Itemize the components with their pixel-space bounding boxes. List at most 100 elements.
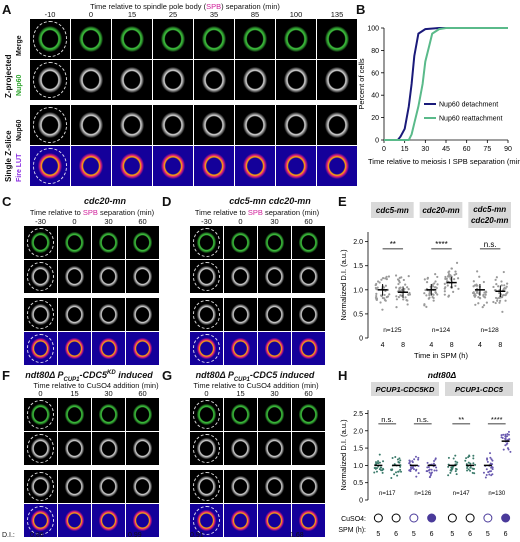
e-point-0-1-23 [402, 298, 405, 301]
h-ylabel: Normalized D.I. (a.u.) [339, 419, 348, 491]
h-point-1-0-25 [449, 471, 452, 474]
e-group-label-1: cdc20-mn [422, 206, 459, 215]
h-sig-1-1: **** [491, 415, 503, 424]
panel-f-image-r2-c1 [58, 470, 91, 503]
panel-d-image-r3-c2 [258, 332, 291, 365]
e-xtick-1-0: 4 [429, 342, 433, 349]
h-point-0-3-25 [433, 469, 436, 472]
b-xtick-label-6: 90 [504, 146, 512, 153]
panel-f-image-r0-c2 [92, 398, 125, 431]
h-point-0-3-14 [428, 476, 431, 479]
panel-f-image-r0-c3 [126, 398, 159, 431]
b-series-line-0 [384, 27, 508, 141]
b-xtick-label-4: 60 [463, 146, 471, 153]
h-point-1-0-23 [455, 468, 458, 471]
h-point-1-1-17 [466, 469, 469, 472]
h-time-1-0: 5 [450, 531, 454, 538]
e-group-header-1 [419, 202, 463, 218]
h-point-0-2-11 [417, 456, 420, 459]
e-n-2: n=128 [481, 327, 500, 334]
panel-g-image-r2-c1 [224, 470, 257, 503]
panel-d-title: cdc5-mn cdc20-mn [229, 196, 311, 206]
h-cuso4-marker-0-3 [427, 513, 437, 523]
e-point-2-0-18 [472, 285, 475, 288]
e-point-1-1-10 [447, 271, 450, 274]
e-point-2-0-34 [472, 291, 475, 294]
panel-f-time-2: 30 [104, 389, 113, 398]
h-cuso4-marker-1-1 [465, 513, 475, 523]
h-time-label: Time in SPM (h): [338, 527, 366, 534]
panel-c-time-1: 0 [72, 217, 77, 226]
panel-f-image-r2-c2 [92, 470, 125, 503]
e-point-0-1-28 [397, 282, 400, 286]
panel-a-row-label-2: Nup60 [16, 119, 23, 141]
e-point-0-1-21 [395, 306, 398, 309]
e-point-1-0-10 [431, 293, 434, 296]
panel-d-image-r2-c2 [258, 298, 291, 331]
h-cuso4-label: CuSO4: [341, 516, 366, 523]
e-point-0-1-38 [407, 293, 410, 296]
h-point-0-2-13 [417, 464, 420, 467]
h-point-0-2-25 [408, 459, 411, 462]
e-point-1-0-37 [428, 290, 431, 293]
h-point-1-2-10 [486, 457, 489, 460]
h-point-0-3-24 [430, 468, 433, 471]
e-ytick-label-1: 0.5 [353, 311, 363, 318]
e-point-0-0-24 [379, 294, 383, 297]
panel-c-title: cdc20-mn [83, 196, 127, 206]
e-point-2-1-36 [498, 291, 501, 295]
panel-f-image-r2-c3 [126, 470, 159, 503]
panel-a-image-r2-c7 [317, 105, 357, 145]
panel-f-image-r3-c1 [58, 504, 91, 537]
h-point-0-0-18 [382, 460, 385, 463]
panel-label-a: A [2, 2, 12, 17]
e-point-2-1-11 [494, 278, 497, 281]
b-xtick-label-1: 15 [401, 146, 409, 153]
h-point-1-1-4 [473, 472, 476, 475]
e-point-1-1-33 [454, 284, 457, 287]
e-point-0-1-3 [406, 303, 409, 306]
panel-c-image-r2-c2 [92, 298, 125, 331]
e-point-0-0-4 [388, 293, 391, 296]
h-time-1-2: 5 [486, 531, 490, 538]
e-n-0: n=125 [383, 327, 402, 334]
e-point-1-0-32 [433, 282, 436, 285]
b-legend-label-1: Nup60 reattachment [439, 116, 502, 123]
e-xtick-2-1: 8 [498, 342, 502, 349]
panel-c-image-r3-c1 [58, 332, 91, 365]
h-point-1-3-9 [502, 433, 505, 436]
h-point-1-2-18 [487, 471, 490, 474]
e-point-0-1-2 [402, 278, 405, 282]
h-point-1-0-8 [452, 457, 455, 460]
h-ytick-label-2: 1.0 [353, 463, 363, 470]
panel-d-image-r2-c1 [224, 298, 257, 331]
panel-f-title: ndt80Δ PCUP1-CDC5KD induced [25, 370, 153, 383]
h-time-0-1: 6 [394, 531, 398, 538]
e-point-0-1-33 [404, 283, 407, 286]
panel-f-image-r3-c2 [92, 504, 125, 537]
h-point-1-1-22 [465, 457, 468, 460]
h-ytick-label-1: 0.5 [353, 480, 363, 487]
panel-c-image-r3-c3 [126, 332, 159, 365]
panel-g-image-r1-c0 [190, 432, 223, 465]
h-point-0-2-20 [409, 468, 412, 471]
e-xlabel: Time in SPM (h) [414, 351, 468, 360]
h-point-0-1-18 [398, 457, 401, 460]
e-point-2-1-23 [495, 283, 498, 286]
h-group-header-1 [445, 382, 513, 396]
e-point-2-1-30 [500, 296, 504, 299]
e-point-0-1-6 [404, 296, 407, 299]
h-point-0-3-4 [428, 471, 431, 474]
panel-g-image-r0-c3 [292, 398, 325, 431]
h-point-1-3-13 [507, 430, 510, 433]
h-point-0-2-19 [413, 458, 416, 461]
h-point-1-1-25 [474, 463, 477, 466]
panel-a-image-r3-c4 [194, 146, 234, 186]
e-point-1-1-13 [443, 282, 446, 285]
e-point-0-1-12 [403, 287, 406, 291]
h-point-0-2-15 [414, 455, 417, 458]
e-point-0-0-34 [384, 299, 387, 302]
e-point-0-0-0 [381, 277, 385, 280]
e-point-0-0-7 [380, 278, 383, 281]
e-group-label-0: cdc5-mn [376, 206, 409, 215]
